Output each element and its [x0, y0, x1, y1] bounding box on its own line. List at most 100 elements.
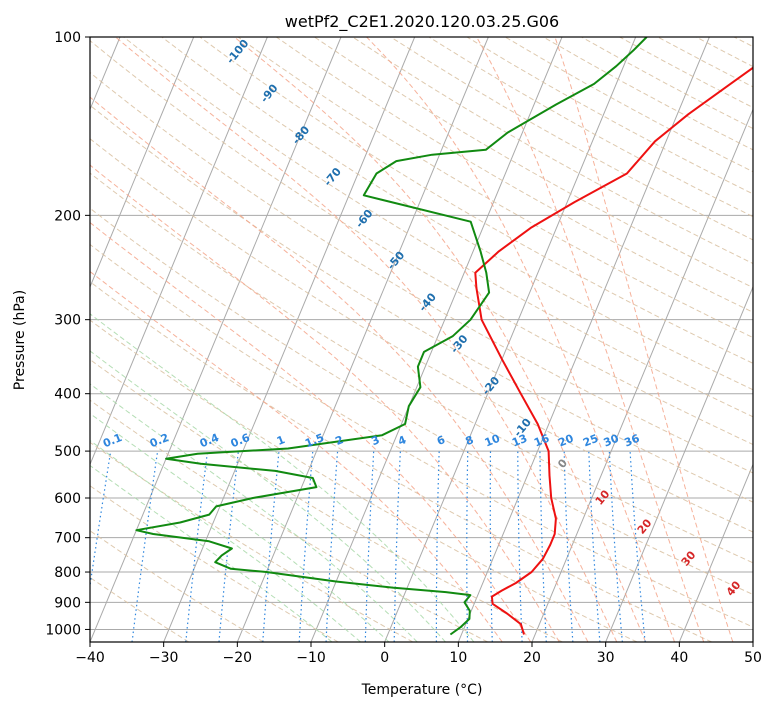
x-axis-label: Temperature (°C): [361, 682, 483, 698]
dry-adiabat-line: [90, 485, 339, 642]
moist-adiabat-line: [90, 164, 560, 642]
moist-adiabat-line: [476, 37, 705, 642]
axes: −40 −30 −20 −10 0 10 20 30 40 50 100 200 300 400 500 60…: [45, 30, 762, 666]
x-tick-label: 30: [597, 650, 615, 666]
moist-adiabat-line: [233, 37, 647, 642]
mixing-ratio-line: [364, 451, 375, 642]
mixing-ratio-line: [563, 451, 574, 642]
x-tick-label: 10: [449, 650, 467, 666]
mixing-ratio-label: 8: [464, 433, 476, 448]
isotherm-line: [90, 37, 268, 466]
y-axis-label: Pressure (hPa): [12, 290, 28, 390]
isotherm-line: [531, 108, 753, 642]
isotherm-line: [90, 37, 342, 642]
y-tick-label: 400: [54, 387, 81, 403]
moist-adiabat-line: [90, 313, 475, 642]
moist-adiabat-line: [90, 464, 333, 642]
mixing-ratio-line: [539, 451, 547, 642]
isotherm-line: [457, 37, 710, 642]
dry-adiabat-line: [90, 172, 753, 564]
mixing-ratio-label: 25: [581, 432, 600, 450]
mixing-ratio-line: [517, 451, 523, 642]
y-tick-label: 300: [54, 313, 81, 329]
x-tick-label: 20: [523, 650, 541, 666]
mixing-ratio-label: 1: [275, 433, 287, 448]
isotherm-line: [605, 285, 753, 642]
temperature-profile: [474, 66, 753, 635]
mixing-ratio-line: [588, 451, 601, 642]
isotherm-line: [678, 463, 753, 642]
y-tick-label: 600: [54, 491, 81, 507]
mixing-ratio-label: 20: [556, 432, 575, 450]
dry-adiabat-line: [90, 530, 264, 642]
mixing-ratio-label: 16: [532, 432, 551, 450]
x-tick-label: 40: [670, 650, 688, 666]
profile-lines: [135, 37, 753, 636]
dry-adiabat-line: [90, 243, 753, 628]
y-tick-label: 100: [54, 30, 81, 46]
dry-adiabat-line: [90, 281, 712, 642]
dry-adiabat-line: [90, 104, 753, 503]
mixing-ratio-line: [131, 451, 159, 642]
y-tick-label: 1000: [45, 622, 81, 638]
mixing-ratio-label: 3: [370, 433, 382, 448]
mixing-ratio-line: [489, 451, 493, 642]
dry-adiabat-line: [90, 358, 563, 642]
dry-adiabat-line: [90, 71, 753, 474]
moist-adiabat-line: [554, 37, 734, 642]
dry-adiabat-line: [123, 37, 753, 418]
x-tick-label: −30: [149, 650, 179, 666]
dry-adiabat-line: [90, 138, 753, 533]
moist-adiabat-line: [90, 221, 532, 642]
x-tick-label: −10: [296, 650, 326, 666]
moist-adiabat-line: [90, 270, 503, 642]
isotherm-line: [236, 37, 489, 642]
dry-adiabat-line: [276, 37, 753, 313]
isotherm-line: [90, 37, 195, 289]
x-tick-label: 50: [744, 650, 762, 666]
mixing-ratio-line: [298, 451, 314, 642]
mixing-ratio-line: [185, 451, 209, 642]
moist-adiabat-line: [90, 439, 361, 642]
mixing-ratio-line: [90, 451, 112, 590]
y-tick-label: 900: [54, 595, 81, 611]
chart-title: wetPf2_C2E1.2020.120.03.25.G06: [285, 12, 559, 32]
x-tick-label: 0: [380, 650, 389, 666]
mixing-ratio-line: [218, 451, 239, 642]
mixing-ratio-line: [466, 451, 469, 642]
dewpoint-profile: [135, 37, 648, 636]
isotherm-line: [384, 37, 637, 642]
mixing-ratio-label: 30: [602, 432, 621, 450]
moist-adiabat-line: [115, 37, 618, 642]
mixing-ratio-line: [262, 451, 280, 642]
plot-frame: [89, 36, 754, 643]
dry-adiabat-line: [237, 37, 753, 339]
mixing-ratio-line: [393, 451, 401, 642]
dry-adiabat-line: [90, 40, 753, 446]
moist-adiabat-line: [90, 350, 446, 642]
x-tick-label: −40: [75, 650, 105, 666]
mixing-ratio-line: [435, 451, 440, 642]
mixing-ratio-line: [629, 451, 646, 642]
mixing-ratio-line: [325, 451, 339, 642]
moist-adiabat-line: [90, 412, 390, 642]
mixing-ratio-label: 13: [510, 432, 529, 450]
y-tick-label: 500: [54, 444, 81, 460]
y-tick-label: 700: [54, 531, 81, 547]
moist-adiabat-line: [90, 96, 589, 642]
y-tick-label: 800: [54, 565, 81, 581]
x-tick-label: −20: [223, 650, 253, 666]
mixing-ratio-label: 10: [483, 432, 502, 450]
dry-adiabat-line: [90, 207, 753, 596]
moist-adiabat-line: [366, 37, 676, 642]
mixing-ratio-line: [608, 451, 623, 642]
dry-adiabat-line: [90, 319, 638, 642]
y-tick-label: 200: [54, 208, 81, 224]
mixing-ratio-label: 36: [622, 432, 641, 450]
dry-adiabat-line: [90, 399, 488, 642]
mixing-ratio-label: 2: [333, 433, 345, 448]
moist-adiabat-line: [90, 383, 418, 642]
dry-adiabat-line: [314, 37, 753, 289]
